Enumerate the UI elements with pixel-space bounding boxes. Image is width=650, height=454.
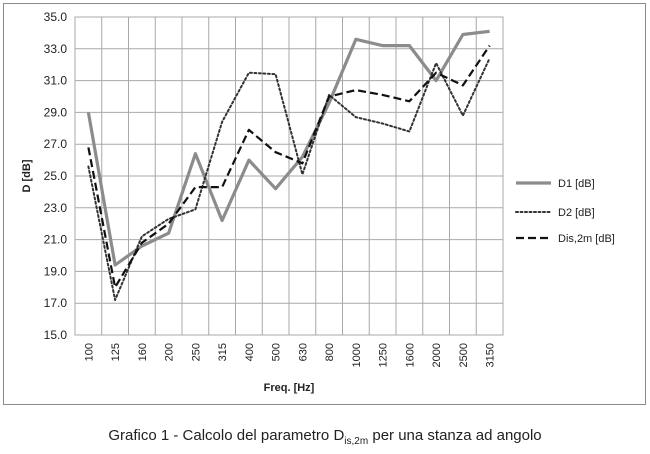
x-tick-label: 125 xyxy=(110,343,122,361)
x-tick-label: 1250 xyxy=(378,343,390,367)
x-tick-label: 2500 xyxy=(458,343,470,367)
y-tick-label: 21.0 xyxy=(44,233,68,247)
y-tick-label: 23.0 xyxy=(44,201,68,215)
line-chart: 15.0 17.0 19.0 21.0 23.0 25.0 27.0 29.0 31.0 33.0… xyxy=(21,10,615,394)
x-tick-label: 160 xyxy=(137,343,149,361)
caption-prefix: Grafico 1 - Calcolo del parametro D xyxy=(108,427,345,444)
x-tick-label: 800 xyxy=(324,343,336,361)
legend-label-3: Dis,2m [dB] xyxy=(558,233,615,245)
x-tick-label: 1600 xyxy=(404,343,416,367)
series-line-3 xyxy=(87,44,491,289)
legend-label-2: D2 [dB] xyxy=(558,207,595,219)
x-tick-label: 200 xyxy=(164,343,176,361)
series-line-1 xyxy=(86,29,490,267)
x-tick-label: 2000 xyxy=(431,343,443,367)
x-tick-label: 630 xyxy=(297,343,309,361)
x-tick-label: 3150 xyxy=(485,343,497,367)
y-tick-label: 29.0 xyxy=(44,105,68,119)
x-tick-label: 400 xyxy=(244,343,256,361)
y-tick-label: 25.0 xyxy=(44,169,68,183)
x-tick-label: 100 xyxy=(83,343,95,361)
legend-label-1: D1 [dB] xyxy=(558,178,595,190)
x-axis-title: Freq. [Hz] xyxy=(264,382,315,394)
y-tick-label: 17.0 xyxy=(44,296,68,310)
y-tick-label: 31.0 xyxy=(44,74,68,88)
x-tick-label: 500 xyxy=(271,343,283,361)
caption-subscript: is,2m xyxy=(344,436,369,447)
series-line-2 xyxy=(87,57,491,301)
x-tick-label: 1000 xyxy=(351,343,363,367)
caption-suffix: per una stanza ad angolo xyxy=(368,427,542,444)
y-axis-title: D [dB] xyxy=(21,159,33,192)
y-tick-label: 15.0 xyxy=(44,328,68,342)
y-tick-label: 19.0 xyxy=(44,264,68,278)
x-tick-label: 250 xyxy=(190,343,202,361)
x-tick-label: 315 xyxy=(217,343,229,361)
y-tick-label: 27.0 xyxy=(44,137,68,151)
chart-frame: 15.0 17.0 19.0 21.0 23.0 25.0 27.0 29.0 31.0 33.0… xyxy=(3,3,646,405)
y-tick-label: 33.0 xyxy=(44,42,68,56)
y-tick-label: 35.0 xyxy=(44,10,68,24)
figure-caption: Grafico 1 - Calcolo del parametro Dis,2m… xyxy=(0,427,650,447)
